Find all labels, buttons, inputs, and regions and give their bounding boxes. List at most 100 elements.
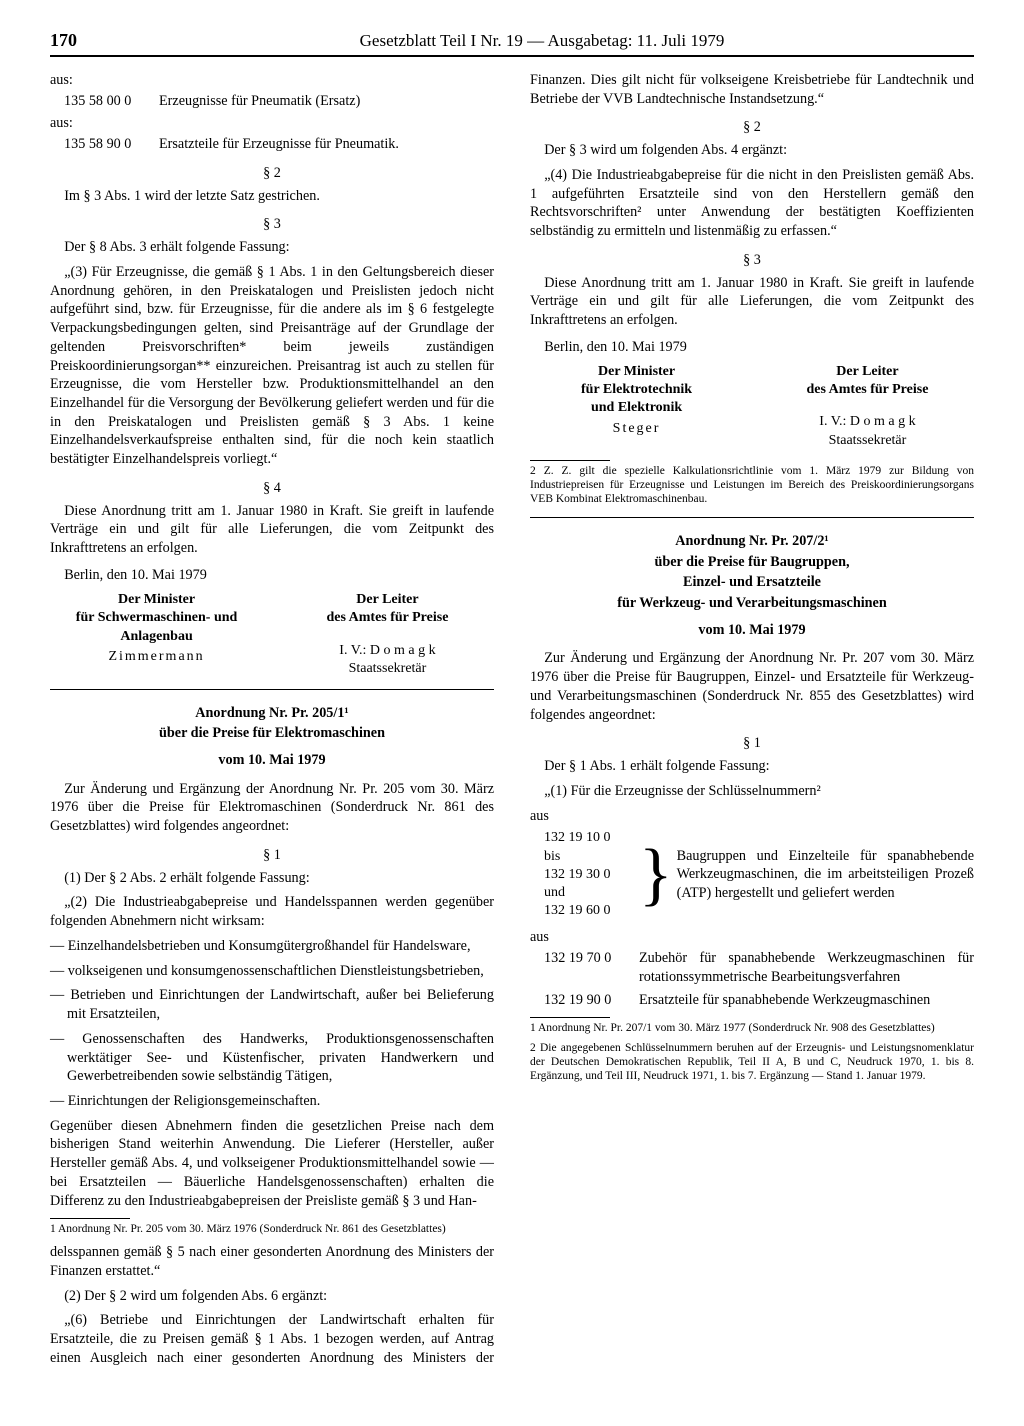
place-date: Berlin, den 10. Mai 1979: [50, 566, 494, 585]
ordinance-date: vom 10. Mai 1979: [50, 751, 494, 770]
ordinance-205-header: Anordnung Nr. Pr. 205/1¹ über die Preise…: [50, 704, 494, 770]
section-heading: § 2: [50, 164, 494, 183]
paragraph: Zur Änderung und Ergänzung der Anordnung…: [530, 649, 974, 724]
section-heading: § 1: [50, 846, 494, 865]
sig-title: Der Leiter: [761, 363, 974, 381]
ordinance-title: Anordnung Nr. Pr. 207/2¹: [530, 532, 974, 551]
divider: [50, 689, 494, 690]
code: 135 58 00 0: [50, 92, 159, 111]
ordinance-subtitle: Einzel- und Ersatzteile: [530, 573, 974, 592]
list-item: — Einrichtungen der Religionsgemeinschaf…: [50, 1092, 494, 1111]
section-heading: § 1: [530, 734, 974, 753]
ordinance-subtitle: über die Preise für Baugruppen,: [530, 553, 974, 572]
code-row: 135 58 00 0 Erzeugnisse für Pneumatik (E…: [50, 92, 494, 111]
paragraph: Diese Anordnung tritt am 1. Januar 1980 …: [50, 502, 494, 558]
section-heading: § 3: [530, 251, 974, 270]
aus-label: aus: [530, 928, 974, 947]
code: 132 19 90 0: [530, 991, 639, 1010]
list-item: — Einzelhandelsbetrieben und Konsumgüter…: [50, 937, 494, 956]
code-word: und: [544, 884, 639, 902]
page-header: 170 Gesetzblatt Teil I Nr. 19 — Ausgabet…: [50, 30, 974, 57]
ordinance-date: vom 10. Mai 1979: [530, 621, 974, 640]
brace-icon: }: [639, 840, 677, 910]
ordinance-207-header: Anordnung Nr. Pr. 207/2¹ über die Preise…: [530, 532, 974, 640]
body-columns: aus: 135 58 00 0 Erzeugnisse für Pneumat…: [50, 71, 974, 1391]
code-desc: Zubehör für spanabhebende Werkzeugmaschi…: [639, 949, 974, 986]
brace-codes: 132 19 10 0 bis 132 19 30 0 und 132 19 6…: [530, 829, 639, 920]
section-heading: § 2: [530, 118, 974, 137]
page: 170 Gesetzblatt Teil I Nr. 19 — Ausgabet…: [0, 0, 1024, 1426]
sig-title: Der Leiter: [281, 591, 494, 609]
list-item: — Betrieben und Einrichtungen der Landwi…: [50, 986, 494, 1023]
footnote: 2 Die angegebenen Schlüsselnummern beruh…: [530, 1042, 974, 1083]
sig-role: Staatssekretär: [761, 432, 974, 450]
sig-title: und Elektronik: [530, 399, 743, 417]
aus-label: aus:: [50, 114, 494, 133]
section-heading: § 4: [50, 479, 494, 498]
paragraph: Zur Änderung und Ergänzung der Anordnung…: [50, 780, 494, 836]
paragraph: Der § 3 wird um folgenden Abs. 4 ergänzt…: [530, 141, 974, 160]
sig-name: I. V.: D o m a g k: [281, 642, 494, 660]
signature-right: Der Leiter des Amtes für Preise I. V.: D…: [761, 363, 974, 451]
footnote-rule: [530, 1017, 610, 1018]
code-desc: Ersatzteile für spanabhebende Werkzeugma…: [639, 991, 974, 1010]
code: 132 19 60 0: [544, 902, 639, 920]
footnote-rule: [50, 1218, 130, 1219]
brace-group: 132 19 10 0 bis 132 19 30 0 und 132 19 6…: [530, 829, 974, 920]
sig-title: Der Minister: [530, 363, 743, 381]
code-word: bis: [544, 848, 639, 866]
ordinance-title: Anordnung Nr. Pr. 205/1¹: [50, 704, 494, 723]
footnote: 2 Z. Z. gilt die spezielle Kalkulationsr…: [530, 465, 974, 506]
paragraph: Im § 3 Abs. 1 wird der letzte Satz gestr…: [50, 187, 494, 206]
sig-name: I. V.: D o m a g k: [761, 413, 974, 431]
paragraph: „(1) Für die Erzeugnisse der Schlüsselnu…: [530, 782, 974, 801]
code-row: 132 19 70 0 Zubehör für spanabhebende We…: [530, 949, 974, 986]
place-date: Berlin, den 10. Mai 1979: [530, 338, 974, 357]
code-row: 135 58 90 0 Ersatzteile für Erzeugnisse …: [50, 135, 494, 154]
page-number: 170: [50, 30, 110, 51]
sig-title: des Amtes für Preise: [281, 609, 494, 627]
sig-title: des Amtes für Preise: [761, 381, 974, 399]
paragraph: „(3) Für Erzeugnisse, die gemäß § 1 Abs.…: [50, 263, 494, 469]
paragraph: Der § 8 Abs. 3 erhält folgende Fassung:: [50, 238, 494, 257]
signature-block: Der Minister für Schwermaschinen- und An…: [50, 591, 494, 679]
paragraph: Gegenüber diesen Abnehmern finden die ge…: [50, 1117, 494, 1211]
code: 135 58 90 0: [50, 135, 159, 154]
footnote: 1 Anordnung Nr. Pr. 207/1 vom 30. März 1…: [530, 1022, 974, 1036]
code: 132 19 30 0: [544, 866, 639, 884]
footnote-rule: [530, 460, 610, 461]
paragraph: delsspannen gemäß § 5 nach einer gesonde…: [50, 1243, 494, 1280]
divider: [530, 517, 974, 518]
code-row: 132 19 90 0 Ersatzteile für spanabhebend…: [530, 991, 974, 1010]
sig-title: für Elektrotechnik: [530, 381, 743, 399]
aus-label: aus: [530, 807, 974, 826]
code-desc: Ersatzteile für Erzeugnisse für Pneumati…: [159, 135, 494, 154]
sig-role: Staatssekretär: [281, 660, 494, 678]
paragraph: Diese Anordnung tritt am 1. Januar 1980 …: [530, 274, 974, 330]
header-title: Gesetzblatt Teil I Nr. 19 — Ausgabetag: …: [110, 31, 974, 51]
paragraph: (2) Der § 2 wird um folgenden Abs. 6 erg…: [50, 1287, 494, 1306]
sig-name: Steger: [530, 420, 743, 438]
code: 132 19 10 0: [544, 829, 639, 847]
paragraph: „(2) Die Industrieabgabepreise und Hande…: [50, 893, 494, 930]
sig-title: Der Minister: [50, 591, 263, 609]
aus-label: aus:: [50, 71, 494, 90]
paragraph: Der § 1 Abs. 1 erhält folgende Fassung:: [530, 757, 974, 776]
section-heading: § 3: [50, 215, 494, 234]
sig-name: Zimmermann: [50, 648, 263, 666]
signature-left: Der Minister für Elektrotechnik und Elek…: [530, 363, 743, 451]
paragraph: (1) Der § 2 Abs. 2 erhält folgende Fassu…: [50, 869, 494, 888]
ordinance-subtitle: über die Preise für Elektromaschinen: [50, 724, 494, 743]
footnote: 1 Anordnung Nr. Pr. 205 vom 30. März 197…: [50, 1223, 494, 1237]
signature-block: Der Minister für Elektrotechnik und Elek…: [530, 363, 974, 451]
code: 132 19 70 0: [530, 949, 639, 986]
ordinance-subtitle: für Werkzeug- und Verarbeitungsmaschinen: [530, 594, 974, 613]
sig-title: für Schwermaschinen- und: [50, 609, 263, 627]
signature-right: Der Leiter des Amtes für Preise I. V.: D…: [281, 591, 494, 679]
paragraph: „(4) Die Industrieabgabepreise für die n…: [530, 166, 974, 241]
signature-left: Der Minister für Schwermaschinen- und An…: [50, 591, 263, 679]
brace-desc: Baugruppen und Einzelteile für spanabheb…: [677, 847, 974, 903]
sig-title: Anlagenbau: [50, 628, 263, 646]
list-item: — volkseigenen und konsumgenossenschaftl…: [50, 962, 494, 981]
code-desc: Erzeugnisse für Pneumatik (Ersatz): [159, 92, 494, 111]
